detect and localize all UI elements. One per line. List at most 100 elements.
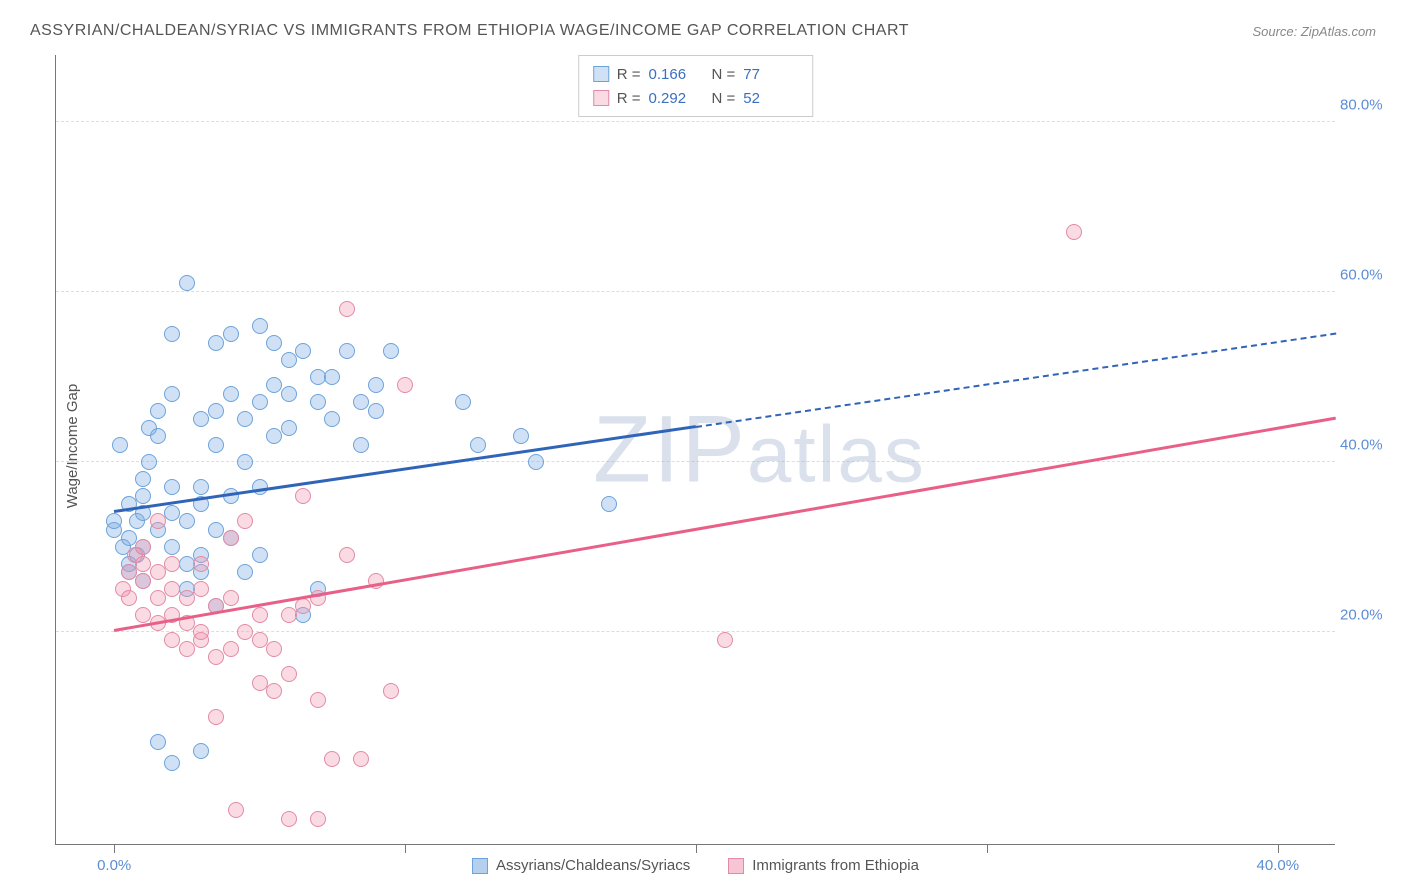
data-point [121,564,137,580]
data-point [455,394,471,410]
data-point [339,301,355,317]
data-point [164,505,180,521]
data-point [281,352,297,368]
data-point [252,607,268,623]
data-point [179,275,195,291]
data-point [223,641,239,657]
x-tick [405,844,406,853]
watermark-suffix: atlas [747,409,926,498]
data-point [208,649,224,665]
data-point [223,386,239,402]
data-point [324,369,340,385]
data-point [228,802,244,818]
data-point [150,590,166,606]
data-point [266,641,282,657]
data-point [208,709,224,725]
data-point [339,343,355,359]
data-point [179,590,195,606]
data-point [135,556,151,572]
data-point [353,751,369,767]
legend-swatch-series2 [593,90,609,106]
data-point [513,428,529,444]
data-point [164,326,180,342]
data-point [237,411,253,427]
data-point [281,420,297,436]
x-tick-label-max: 40.0% [1257,857,1300,874]
data-point [1066,224,1082,240]
data-point [252,675,268,691]
data-point [164,581,180,597]
data-point [193,743,209,759]
data-point [208,335,224,351]
legend-item-series1: Assyrians/Chaldeans/Syriacs [472,857,690,874]
data-point [150,564,166,580]
data-point [353,394,369,410]
data-point [339,547,355,563]
r-label: R = [617,90,641,107]
data-point [121,530,137,546]
data-point [141,454,157,470]
data-point [208,437,224,453]
trend-extrapolation [696,332,1336,427]
data-point [397,377,413,393]
data-point [353,437,369,453]
data-point [164,479,180,495]
data-point [112,437,128,453]
chart-title: ASSYRIAN/CHALDEAN/SYRIAC VS IMMIGRANTS F… [30,22,909,40]
n-value-series2: 52 [743,90,798,107]
r-value-series1: 0.166 [649,66,704,83]
data-point [121,590,137,606]
data-point [150,428,166,444]
data-point [281,811,297,827]
source-attribution: Source: ZipAtlas.com [1252,24,1376,39]
gridline [56,291,1335,292]
n-value-series1: 77 [743,66,798,83]
data-point [266,683,282,699]
n-label: N = [712,66,736,83]
y-tick-label: 60.0% [1340,266,1395,283]
data-point [252,394,268,410]
data-point [164,539,180,555]
series-legend: Assyrians/Chaldeans/Syriacs Immigrants f… [56,857,1335,874]
trend-line [114,417,1336,632]
data-point [295,343,311,359]
data-point [252,632,268,648]
data-point [237,513,253,529]
data-point [193,581,209,597]
data-point [237,564,253,580]
x-tick [987,844,988,853]
x-tick [114,844,115,853]
legend-label-series1: Assyrians/Chaldeans/Syriacs [496,857,690,874]
data-point [281,666,297,682]
data-point [208,403,224,419]
legend-item-series2: Immigrants from Ethiopia [728,857,919,874]
data-point [164,386,180,402]
data-point [266,428,282,444]
legend-row-series1: R = 0.166 N = 77 [593,62,799,86]
data-point [179,513,195,529]
data-point [193,479,209,495]
data-point [266,377,282,393]
data-point [135,607,151,623]
data-point [164,632,180,648]
data-point [717,632,733,648]
data-point [150,513,166,529]
data-point [383,683,399,699]
data-point [528,454,544,470]
data-point [223,326,239,342]
legend-swatch-series1 [593,66,609,82]
data-point [237,454,253,470]
data-point [281,386,297,402]
data-point [135,488,151,504]
data-point [135,471,151,487]
data-point [193,556,209,572]
y-tick-label: 40.0% [1340,436,1395,453]
data-point [324,411,340,427]
x-tick [1278,844,1279,853]
data-point [223,590,239,606]
data-point [193,624,209,640]
r-label: R = [617,66,641,83]
data-point [252,318,268,334]
data-point [295,488,311,504]
correlation-legend: R = 0.166 N = 77 R = 0.292 N = 52 [578,55,814,117]
